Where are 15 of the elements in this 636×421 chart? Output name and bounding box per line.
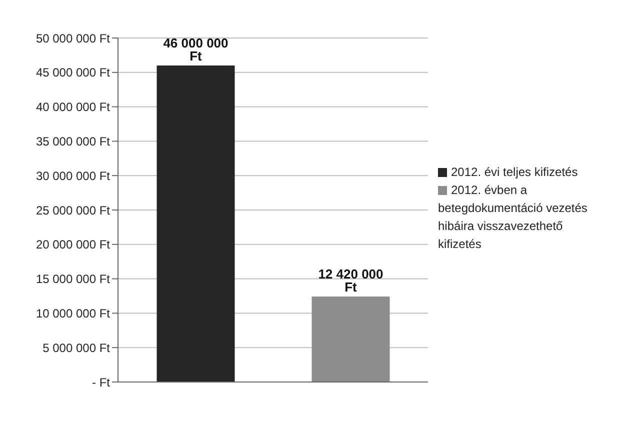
legend-label: 2012. évben a betegdokumentáció vezetés hibáira visszavezethető kifizetés [438,183,588,251]
y-tick-label: 35 000 000 Ft [36,134,111,148]
y-tick-label: 45 000 000 Ft [36,66,111,80]
y-tick-label: 20 000 000 Ft [36,238,111,252]
y-tick-label: - Ft [92,375,111,390]
y-tick-label: 40 000 000 Ft [36,100,111,114]
data-label: 46 000 000 Ft [163,36,228,64]
y-tick-label: 25 000 000 Ft [36,203,111,218]
y-tick-label: 5 000 000 Ft [42,340,111,355]
y-tick-label: 10 000 000 Ft [36,306,111,320]
legend-label: 2012. évi teljes kifizetés [451,165,578,179]
y-tick-label: 50 000 000 Ft [36,31,111,46]
y-tick-label: 30 000 000 Ft [36,168,111,183]
y-tick-label: 15 000 000 Ft [36,272,111,286]
data-label: 12 420 000 Ft [318,266,384,295]
